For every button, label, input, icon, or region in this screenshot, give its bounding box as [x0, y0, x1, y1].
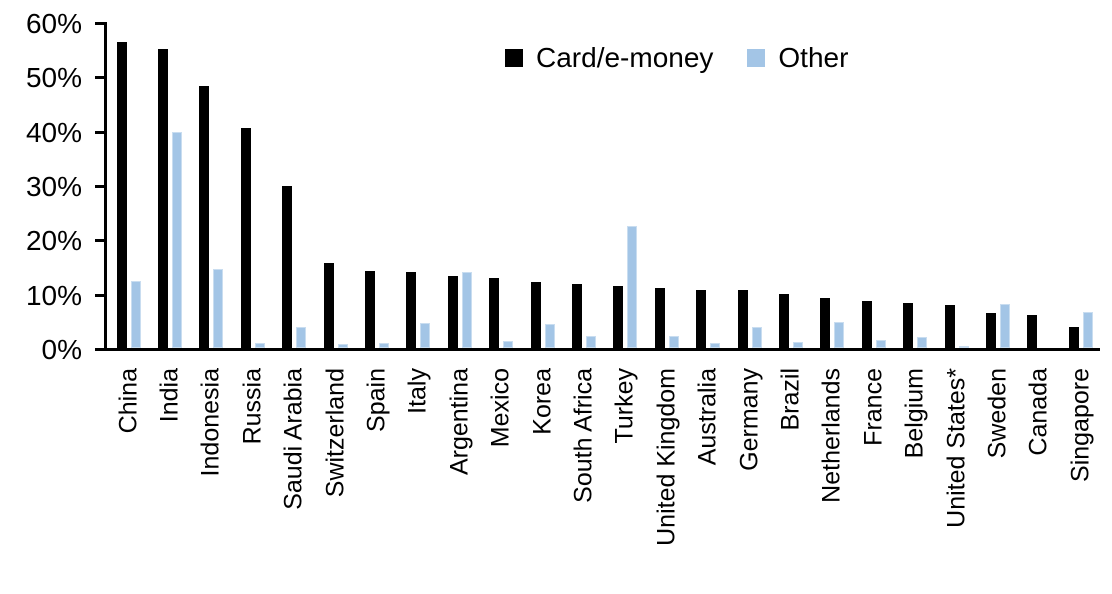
- bar-card-e-money-mexico: [489, 278, 499, 348]
- x-axis-label-indonesia: Indonesia: [196, 368, 225, 477]
- legend-swatch-card-e-money: [505, 49, 523, 67]
- bar-other-china: [131, 281, 141, 348]
- x-axis-line: [104, 348, 1100, 351]
- x-axis-label-korea: Korea: [528, 368, 557, 435]
- x-axis-label-russia: Russia: [238, 368, 267, 445]
- y-axis-tick: [95, 348, 104, 351]
- bar-card-e-money-united-kingdom: [655, 288, 665, 348]
- bar-card-e-money-india: [158, 49, 168, 348]
- bar-other-india: [172, 132, 182, 348]
- bar-card-e-money-sweden: [986, 313, 996, 348]
- legend-label-other: Other: [778, 42, 849, 73]
- x-axis-label-italy: Italy: [403, 368, 432, 414]
- bar-card-e-money-belgium: [903, 303, 913, 348]
- y-axis-tick: [95, 76, 104, 79]
- y-axis-label: 50%: [25, 62, 82, 93]
- x-axis-label-india: India: [155, 368, 184, 423]
- x-axis-label-mexico: Mexico: [486, 368, 515, 448]
- x-axis-label-singapore: Singapore: [1066, 368, 1095, 482]
- x-axis-label-netherlands: Netherlands: [817, 368, 846, 503]
- legend-item-other: Other: [747, 42, 848, 74]
- y-axis-label: 20%: [25, 225, 82, 256]
- x-axis-label-argentina: Argentina: [445, 368, 474, 476]
- x-axis-label-sweden: Sweden: [983, 368, 1012, 459]
- bar-card-e-money-netherlands: [820, 298, 830, 348]
- bar-card-e-money-saudi-arabia: [282, 186, 292, 348]
- bar-other-united-kingdom: [669, 336, 679, 348]
- bar-card-e-money-germany: [738, 290, 748, 348]
- bar-other-korea: [545, 324, 555, 348]
- bar-other-italy: [420, 323, 430, 348]
- bar-other-turkey: [627, 226, 637, 348]
- y-axis-label: 10%: [25, 280, 82, 311]
- y-axis-label: 30%: [25, 171, 82, 202]
- bar-other-germany: [752, 327, 762, 348]
- x-axis-label-germany: Germany: [735, 368, 764, 471]
- bar-other-france: [876, 340, 886, 348]
- bar-card-e-money-brazil: [779, 294, 789, 348]
- x-axis-label-france: France: [859, 368, 888, 446]
- y-axis-tick: [95, 22, 104, 25]
- y-axis-tick: [95, 185, 104, 188]
- bar-card-e-money-singapore: [1069, 327, 1079, 348]
- bar-card-e-money-korea: [531, 282, 541, 348]
- bar-other-mexico: [503, 341, 513, 348]
- x-axis-label-spain: Spain: [362, 368, 391, 432]
- bar-other-singapore: [1083, 312, 1093, 348]
- bar-other-united-states: [959, 346, 969, 348]
- y-axis-tick: [95, 294, 104, 297]
- x-axis-label-united-states: United States*: [942, 368, 971, 528]
- x-axis-label-brazil: Brazil: [776, 368, 805, 431]
- x-axis-label-turkey: Turkey: [610, 368, 639, 444]
- bar-card-e-money-italy: [406, 272, 416, 348]
- y-axis-tick: [95, 239, 104, 242]
- bar-other-saudi-arabia: [296, 327, 306, 348]
- bar-card-e-money-south-africa: [572, 284, 582, 348]
- bar-card-e-money-indonesia: [199, 86, 209, 348]
- bar-other-belgium: [917, 337, 927, 348]
- bar-card-e-money-spain: [365, 271, 375, 348]
- bar-other-australia: [710, 343, 720, 348]
- bar-other-argentina: [462, 272, 472, 348]
- x-axis-label-switzerland: Switzerland: [321, 368, 350, 498]
- legend-label-card-e-money: Card/e-money: [536, 42, 714, 73]
- x-axis-label-australia: Australia: [693, 368, 722, 466]
- x-axis-label-china: China: [114, 368, 143, 434]
- bar-other-indonesia: [213, 269, 223, 348]
- bar-card-e-money-australia: [696, 290, 706, 348]
- bar-other-switzerland: [338, 344, 348, 348]
- y-axis-label: 60%: [25, 8, 82, 39]
- legend-item-card-e-money: Card/e-money: [505, 42, 713, 74]
- bar-card-e-money-russia: [241, 128, 251, 348]
- chart-legend: Card/e-money Other: [505, 42, 848, 74]
- x-axis-label-united-kingdom: United Kingdom: [652, 368, 681, 546]
- bar-card-e-money-china: [117, 42, 127, 348]
- y-axis-label: 0%: [41, 334, 82, 365]
- x-axis-label-south-africa: South Africa: [569, 368, 598, 503]
- y-axis-label: 40%: [25, 117, 82, 148]
- x-axis-label-belgium: Belgium: [900, 368, 929, 459]
- x-axis-label-canada: Canada: [1024, 368, 1053, 456]
- x-axis-label-saudi-arabia: Saudi Arabia: [279, 368, 308, 510]
- bar-card-e-money-united-states: [945, 305, 955, 348]
- bar-other-south-africa: [586, 336, 596, 348]
- bar-other-sweden: [1000, 304, 1010, 348]
- bar-card-e-money-canada: [1027, 315, 1037, 348]
- y-axis-line: [104, 22, 107, 351]
- bar-card-e-money-argentina: [448, 276, 458, 348]
- bar-other-brazil: [793, 342, 803, 348]
- bar-other-russia: [255, 343, 265, 348]
- bar-other-spain: [379, 343, 389, 348]
- bar-card-e-money-france: [862, 301, 872, 348]
- legend-swatch-other: [747, 49, 766, 67]
- bar-other-netherlands: [834, 322, 844, 348]
- bar-card-e-money-switzerland: [324, 263, 334, 348]
- bar-card-e-money-turkey: [613, 286, 623, 348]
- y-axis-tick: [95, 131, 104, 134]
